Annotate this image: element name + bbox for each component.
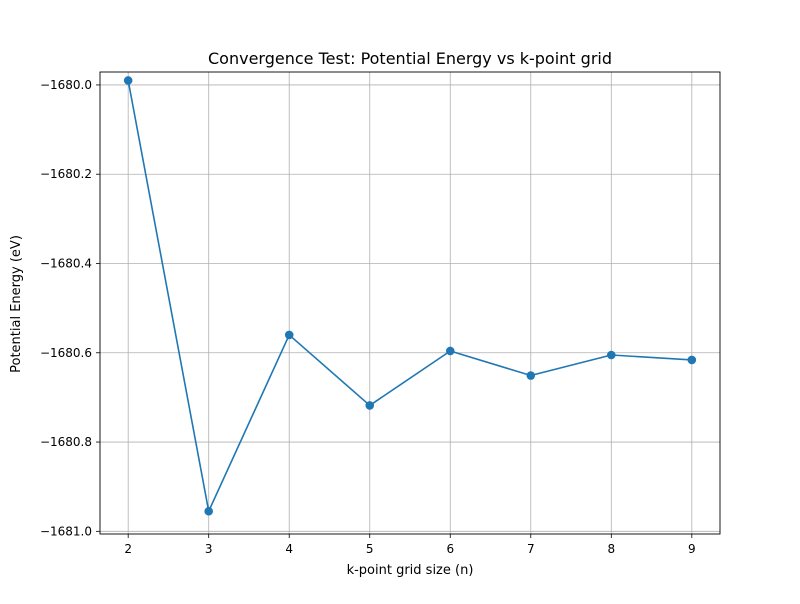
- x-tick-label: 3: [205, 542, 213, 556]
- data-point: [365, 401, 375, 410]
- ticks-layer: 2 3 4 5 6 7 8 9 −1681.0 −1680.8 −1680.6 −1680.4 −168…: [40, 78, 696, 556]
- y-tick-label: −1680.4: [40, 256, 92, 270]
- x-tick-label: 4: [285, 542, 293, 556]
- x-tick-label: 9: [688, 542, 696, 556]
- y-axis-label: Potential Energy (eV): [9, 235, 24, 373]
- data-point: [526, 371, 536, 380]
- x-tick-label: 8: [607, 542, 615, 556]
- data-point: [445, 346, 455, 356]
- y-tick-label: −1680.8: [40, 435, 92, 449]
- data-point: [606, 350, 616, 360]
- series-layer: [123, 76, 697, 516]
- x-tick-label: 6: [446, 542, 454, 556]
- x-tick-label: 5: [366, 542, 374, 556]
- data-point: [687, 355, 697, 365]
- axes-layer: [99, 71, 721, 535]
- data-point: [123, 76, 133, 85]
- y-tick-label: −1680.2: [40, 167, 92, 181]
- x-tick-label: 2: [124, 542, 132, 556]
- x-axis-label: k-point grid size (n): [347, 563, 474, 578]
- data-point: [284, 330, 294, 340]
- grid-layer: [100, 72, 720, 534]
- data-point: [204, 506, 214, 516]
- plot-frame: [99, 71, 721, 535]
- chart-title: Convergence Test: Potential Energy vs k-…: [208, 49, 612, 68]
- series-line: [127, 80, 692, 513]
- y-tick-label: −1680.0: [40, 78, 92, 92]
- y-tick-label: −1681.0: [40, 524, 92, 538]
- y-tick-label: −1680.6: [40, 346, 92, 360]
- x-tick-label: 7: [527, 542, 535, 556]
